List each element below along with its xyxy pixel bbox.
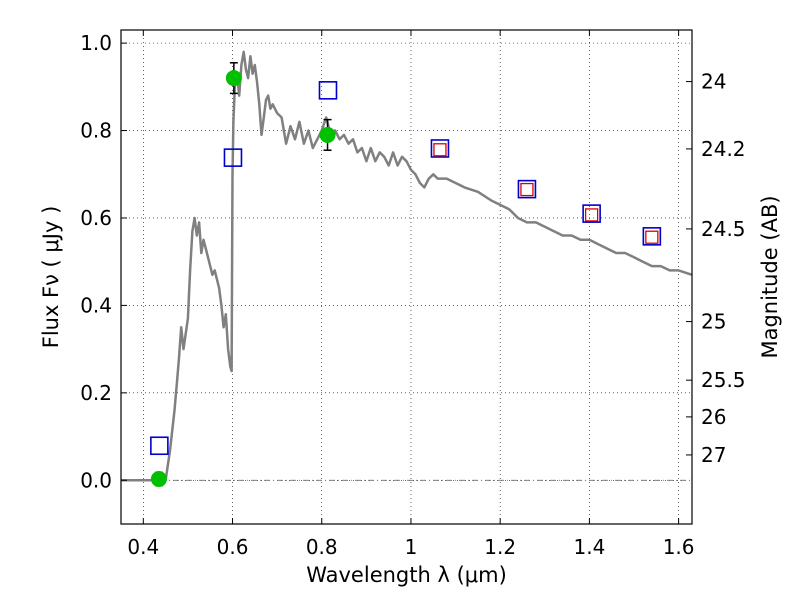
magnitude-tick-label: 24.2: [701, 137, 746, 161]
y-axis-label: Flux Fν ( μJy ): [39, 206, 63, 349]
model-point-blue: [642, 227, 662, 246]
magnitude-axis-ticks: 24 24.2 24.5 25 25.5 26 27: [686, 70, 746, 467]
y-axis-ticks: 0.0 0.2 0.4 0.6 0.8 1.0: [80, 31, 127, 492]
model-point-blue: [430, 139, 450, 158]
photometry-point: [319, 126, 336, 143]
y-tick-label: 0.8: [80, 119, 112, 143]
y-tick-label: 0.0: [80, 468, 112, 492]
model-point-blue: [517, 179, 537, 199]
magnitude-tick-label: 25.5: [701, 368, 746, 392]
x-axis-ticks: 0.4 0.6 0.8 1 1.2 1.4 1.6: [127, 30, 695, 559]
magnitude-tick-label: 27: [701, 443, 726, 467]
magnitude-axis-label: Magnitude (AB): [758, 195, 782, 358]
magnitude-tick-label: 25: [701, 310, 726, 334]
model-point-blue: [150, 436, 169, 456]
x-tick-label: 1.6: [663, 535, 695, 559]
magnitude-tick-label: 24.5: [701, 217, 746, 241]
plot-frame: [120, 29, 693, 525]
photometry-point: [150, 470, 167, 487]
y-tick-label: 0.6: [80, 206, 112, 230]
x-tick-label: 1: [405, 535, 418, 559]
model-point-blue: [582, 204, 601, 223]
plot-marks: [121, 50, 693, 487]
model-point-red: [520, 182, 534, 197]
y-tick-label: 0.2: [80, 381, 112, 405]
grid-lines: [121, 30, 692, 524]
x-tick-label: 0.4: [127, 535, 159, 559]
x-tick-label: 0.6: [217, 535, 249, 559]
x-tick-label: 1.4: [573, 535, 605, 559]
spectrum-line: [121, 50, 693, 482]
model-point-blue: [223, 148, 243, 167]
model-point-blue: [318, 81, 338, 100]
x-tick-label: 0.8: [306, 535, 338, 559]
model-point-red: [645, 230, 659, 244]
y-tick-label: 0.4: [80, 293, 112, 317]
y-tick-label: 1.0: [80, 31, 112, 55]
model-point-red: [433, 143, 447, 157]
x-tick-label: 1.2: [484, 535, 516, 559]
x-axis-label: Wavelength λ (μm): [306, 563, 507, 587]
photometry-point: [225, 70, 242, 87]
magnitude-tick-label: 24: [701, 70, 726, 94]
magnitude-tick-label: 26: [701, 405, 726, 429]
model-point-red: [584, 208, 599, 222]
